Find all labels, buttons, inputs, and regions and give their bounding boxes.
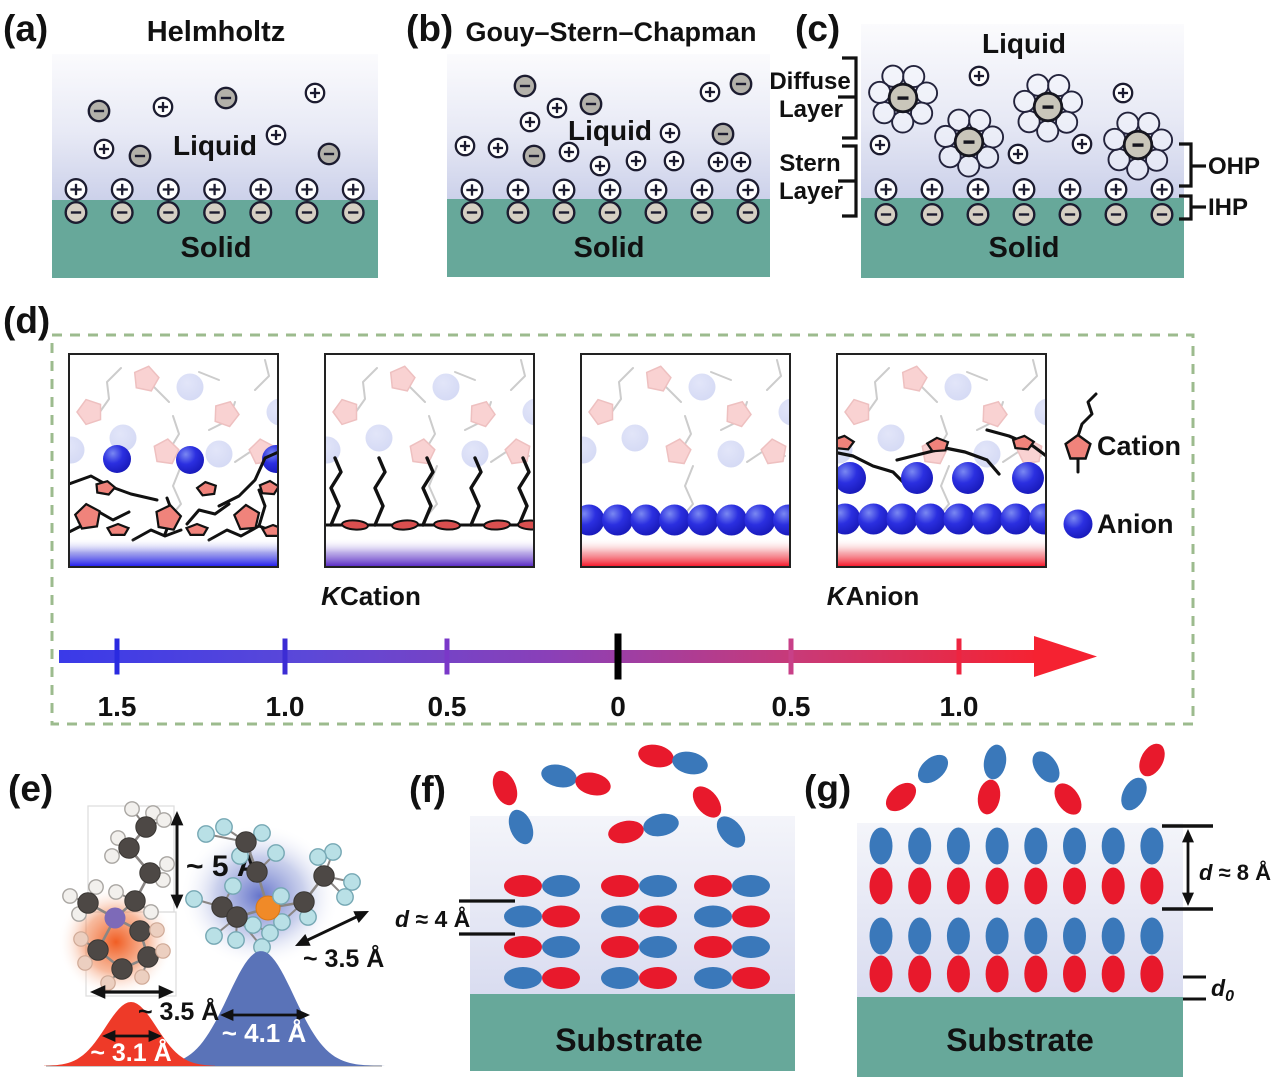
svg-text:(b): (b) xyxy=(406,8,453,49)
svg-text:Substrate: Substrate xyxy=(946,1022,1094,1058)
svg-text:(g): (g) xyxy=(804,768,851,809)
svg-text:Gouy–Stern–Chapman: Gouy–Stern–Chapman xyxy=(465,17,756,47)
svg-text:Solid: Solid xyxy=(574,232,645,264)
svg-text:(a): (a) xyxy=(3,8,48,49)
svg-text:Solid: Solid xyxy=(989,232,1060,264)
svg-text:Stern: Stern xyxy=(779,150,840,177)
svg-text:1.0: 1.0 xyxy=(266,691,305,722)
svg-text:Helmholtz: Helmholtz xyxy=(147,16,286,48)
svg-text:Layer: Layer xyxy=(779,96,843,123)
svg-text:Cation: Cation xyxy=(1097,431,1181,461)
svg-text:d0: d0 xyxy=(1211,975,1234,1005)
svg-text:Liquid: Liquid xyxy=(982,28,1066,59)
svg-text:Substrate: Substrate xyxy=(555,1022,703,1058)
svg-text:Liquid: Liquid xyxy=(568,115,652,146)
svg-text:0: 0 xyxy=(610,691,626,722)
svg-text:~ 4.1 Å: ~ 4.1 Å xyxy=(222,1018,307,1048)
svg-text:0.5: 0.5 xyxy=(428,691,467,722)
svg-text:Solid: Solid xyxy=(181,232,252,264)
svg-text:Layer: Layer xyxy=(779,178,843,205)
svg-text:1.0: 1.0 xyxy=(940,691,979,722)
svg-text:IHP: IHP xyxy=(1208,194,1248,221)
svg-text:d ≈ 8 Å: d ≈ 8 Å xyxy=(1199,859,1271,885)
svg-text:Liquid: Liquid xyxy=(173,130,257,161)
svg-text:~ 3.1 Å: ~ 3.1 Å xyxy=(90,1038,171,1067)
svg-text:Diffuse: Diffuse xyxy=(769,68,850,95)
svg-text:OHP: OHP xyxy=(1208,153,1260,180)
svg-text:KCation: KCation xyxy=(321,581,421,611)
svg-text:(c): (c) xyxy=(795,8,840,49)
svg-text:(f): (f) xyxy=(409,769,446,810)
svg-text:0.5: 0.5 xyxy=(772,691,811,722)
svg-text:d ≈ 4 Å: d ≈ 4 Å xyxy=(395,905,470,932)
svg-text:Anion: Anion xyxy=(1097,509,1173,539)
svg-text:(e): (e) xyxy=(8,768,53,809)
svg-text:KAnion: KAnion xyxy=(827,581,919,611)
svg-text:~ 3.5 Å: ~ 3.5 Å xyxy=(138,997,219,1026)
svg-text:1.5: 1.5 xyxy=(98,691,137,722)
svg-text:~ 3.5 Å: ~ 3.5 Å xyxy=(303,944,384,973)
svg-text:(d): (d) xyxy=(3,300,50,341)
